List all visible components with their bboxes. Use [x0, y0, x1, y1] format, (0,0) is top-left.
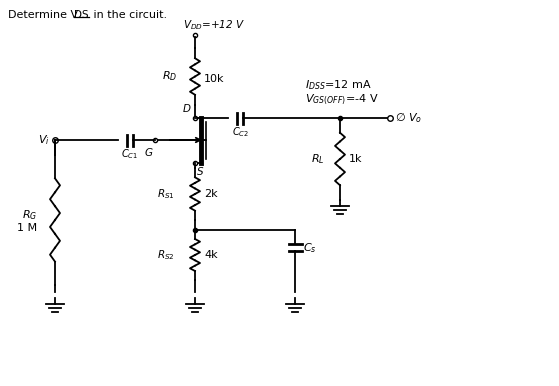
- Text: $V_{GS(OFF)}$=-4 V: $V_{GS(OFF)}$=-4 V: [305, 93, 378, 107]
- Text: $C_{C1}$: $C_{C1}$: [121, 147, 139, 161]
- Text: 2k: 2k: [204, 189, 217, 199]
- Text: S: S: [197, 167, 203, 177]
- Text: 4k: 4k: [204, 250, 217, 260]
- Text: in the circuit.: in the circuit.: [90, 10, 167, 20]
- Text: Determine V: Determine V: [8, 10, 78, 20]
- Text: $C_s$: $C_s$: [303, 241, 316, 255]
- Text: D: D: [183, 104, 191, 114]
- Text: 10k: 10k: [204, 73, 225, 83]
- Text: $R_G$: $R_G$: [22, 208, 37, 222]
- Text: $R_{S1}$: $R_{S1}$: [157, 187, 175, 201]
- Text: $R_L$: $R_L$: [311, 152, 325, 166]
- Text: $R_{S2}$: $R_{S2}$: [157, 248, 175, 262]
- Text: 1k: 1k: [349, 154, 362, 164]
- Text: 1 M: 1 M: [17, 223, 37, 233]
- Text: $V_{DD}$=+12 V: $V_{DD}$=+12 V: [183, 18, 245, 32]
- Text: DS: DS: [74, 10, 89, 20]
- Text: $I_{DSS}$=12 mA: $I_{DSS}$=12 mA: [305, 78, 372, 92]
- Text: G: G: [145, 148, 153, 158]
- Text: $V_i$: $V_i$: [38, 133, 50, 147]
- Text: $C_{C2}$: $C_{C2}$: [233, 125, 249, 139]
- Text: $\varnothing\ V_o$: $\varnothing\ V_o$: [395, 111, 422, 125]
- Text: $R_D$: $R_D$: [162, 69, 177, 83]
